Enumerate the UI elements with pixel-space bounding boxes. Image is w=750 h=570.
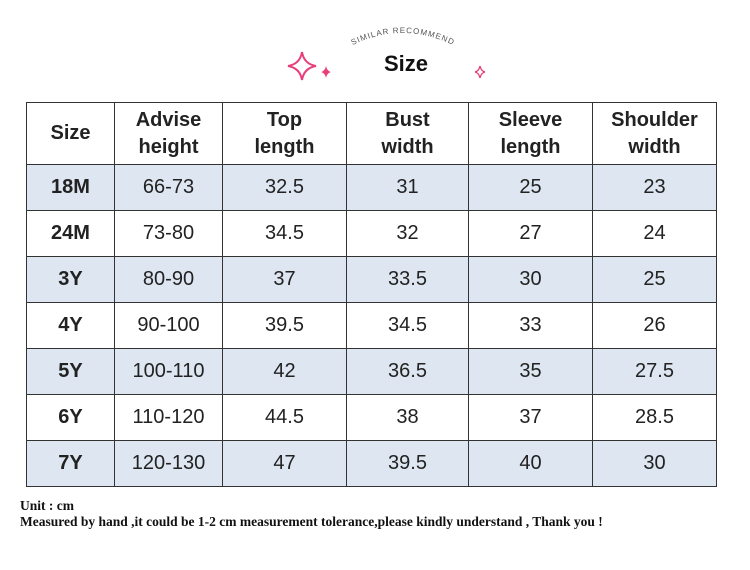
value-cell: 44.5 [222,394,347,441]
value-cell: 23 [592,164,717,211]
value-cell: 110-120 [114,394,223,441]
header-line: width [628,135,681,158]
value-cell: 33 [468,302,593,349]
tagline: SIMILAR RECOMMEND [350,26,457,47]
tagline-text: SIMILAR RECOMMEND [350,26,456,47]
table-row: 3Y 80-90 37 33.5 30 25 [26,256,717,303]
value-cell: 25 [592,256,717,303]
value-cell: 30 [592,440,717,487]
value-cell: 35 [468,348,593,395]
value-cell: 37 [222,256,347,303]
column-header: Top length [222,102,347,165]
value-cell: 73-80 [114,210,223,257]
value-cell: 27.5 [592,348,717,395]
header-line: Top [266,108,303,131]
value-cell: 80-90 [114,256,223,303]
table-row: 7Y 120-130 47 39.5 40 30 [26,440,717,487]
star [321,66,331,78]
value-cell: 32 [346,210,469,257]
value-cell: 34.5 [346,302,469,349]
size-cell: 6Y [26,394,115,441]
value-cell: 40 [468,440,593,487]
title: Size [384,51,428,76]
header-line: Sleeve [498,108,563,131]
header-row: Size Advise height Top length Bust width Sleeve… [26,102,717,165]
value-cell: 25 [468,164,593,211]
value-cell: 42 [222,348,347,395]
column-header: Shoulder width [592,102,717,165]
header: SIMILAR RECOMMEND Size [287,26,486,81]
size-cell: 24M [26,210,115,257]
table-row: 24M 73-80 34.5 32 27 24 [26,210,717,257]
value-cell: 39.5 [222,302,347,349]
value-cell: 24 [592,210,717,257]
header-line: length [500,135,561,158]
value-cell: 33.5 [346,256,469,303]
value-cell: 39.5 [346,440,469,487]
value-cell: 28.5 [592,394,717,441]
value-cell: 30 [468,256,593,303]
size-table: Size Advise height Top length Bust width Sleeve… [26,102,717,487]
size-cell: 3Y [26,256,115,303]
value-cell: 66-73 [114,164,223,211]
header-line: Bust [385,108,430,131]
value-cell: 34.5 [222,210,347,257]
column-header: Size [26,102,115,165]
table-row: 5Y 100-110 42 36.5 35 27.5 [26,348,717,395]
column-header: Sleeve length [468,102,593,165]
header-line: length [254,135,315,158]
size-cell: 7Y [26,440,115,487]
value-cell: 100-110 [114,348,223,395]
value-cell: 36.5 [346,348,469,395]
star [474,65,486,79]
value-cell: 90-100 [114,302,223,349]
header-line: Advise [135,108,202,131]
header-line: height [138,135,199,158]
column-header: Advise height [114,102,223,165]
value-cell: 38 [346,394,469,441]
size-cell: 18M [26,164,115,211]
value-cell: 120-130 [114,440,223,487]
value-cell: 32.5 [222,164,347,211]
header-line: Shoulder [611,108,698,131]
measure-note: Measured by hand ,it could be 1-2 cm mea… [20,514,603,529]
star [287,51,317,81]
column-header: Bust width [346,102,469,165]
table-row: 6Y 110-120 44.5 38 37 28.5 [26,394,717,441]
value-cell: 26 [592,302,717,349]
table-row: 18M 66-73 32.5 31 25 23 [26,164,717,211]
header-line: Size [50,122,91,144]
value-cell: 47 [222,440,347,487]
value-cell: 31 [346,164,469,211]
unit-note: Unit : cm [20,498,74,513]
value-cell: 37 [468,394,593,441]
table-row: 4Y 90-100 39.5 34.5 33 26 [26,302,717,349]
value-cell: 27 [468,210,593,257]
header-line: width [381,135,434,158]
size-cell: 4Y [26,302,115,349]
size-cell: 5Y [26,348,115,395]
